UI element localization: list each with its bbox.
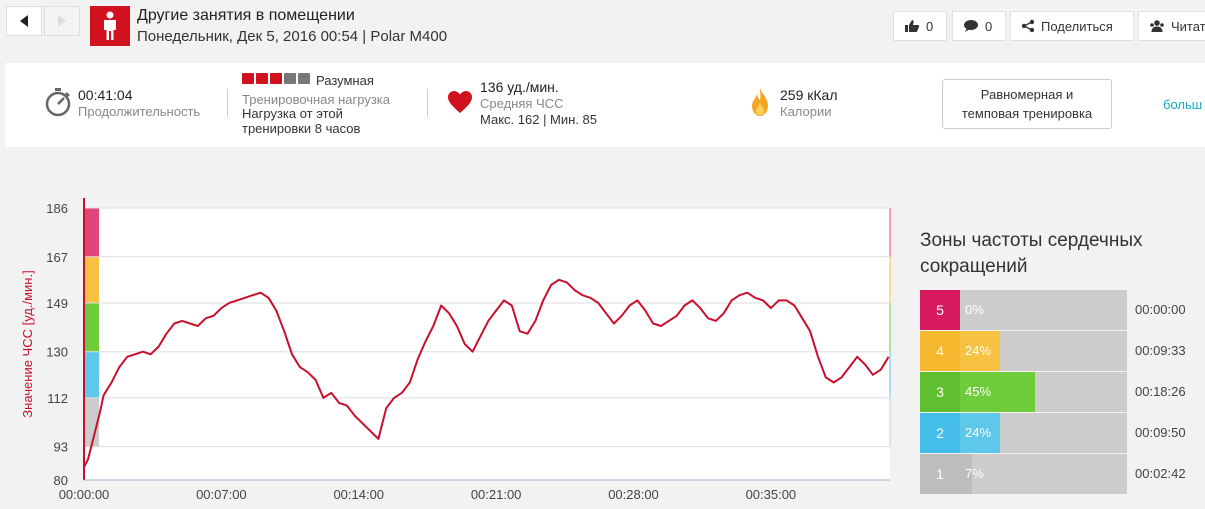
training-load-level: Разумная [316,73,374,88]
load-square [242,73,254,84]
share-button[interactable]: Поделиться [1010,11,1134,41]
heart-icon [448,91,472,113]
zone-percent: 24% [965,425,992,440]
load-square [298,73,310,84]
load-square [270,73,282,84]
y-tick-label: 186 [46,201,68,216]
zone-percent: 0% [965,302,984,317]
zone-time: 00:18:26 [1135,384,1186,399]
back-arrow-icon [20,15,28,27]
duration-value: 00:41:04 [78,87,133,103]
share-icon [1021,19,1035,33]
y-axis-label: Значение ЧСС [уд./мин.] [20,270,35,417]
hr-min-max: Макс. 162 | Мин. 85 [480,112,598,127]
duration-label: Продолжительность [78,104,201,119]
zone-band [84,256,99,303]
follow-label: Читат [1171,18,1205,34]
comment-button[interactable]: 0 [952,11,1006,41]
thumbs-up-icon [905,20,920,32]
x-tick-label: 00:00:00 [59,487,110,502]
zone-row-4: 4 24% 00:09:33 [920,331,1200,371]
forward-button[interactable] [44,6,80,36]
x-tick-label: 00:21:00 [471,487,522,502]
like-count: 0 [926,18,934,34]
avg-hr-value: 136 уд./мин. [480,79,559,95]
flame-icon [752,88,768,116]
heart-rate-chart-area: 186 167 149 130 112 93 80 00:00:00 00:07:00 00:14… [0,160,1205,509]
calories-label: Калории [780,104,832,119]
x-tick-label: 00:28:00 [608,487,659,502]
plot-background [84,208,890,480]
y-tick-label: 112 [47,391,68,406]
load-square [284,73,296,84]
zone-row-5: 5 0% 00:00:00 [920,290,1200,330]
x-tick-label: 00:35:00 [746,487,797,502]
comment-icon [964,20,978,32]
training-load-label: Тренировочная нагрузка [242,92,391,107]
calories-value: 259 кКал [780,87,838,103]
follow-button[interactable]: Читат [1138,11,1205,41]
comment-count: 0 [985,18,993,34]
zone-percent: 7% [965,466,984,481]
y-tick-label: 80 [54,473,68,488]
y-tick-label: 93 [54,440,68,455]
zone-row-3: 3 45% 00:18:26 [920,372,1200,412]
page-title: Другие занятия в помещении [137,7,355,24]
zone-bar [960,331,1001,371]
y-tick-label: 149 [46,296,68,311]
zone-bar [960,454,972,494]
zone-row-2: 2 24% 00:09:50 [920,413,1200,453]
load-square [256,73,268,84]
zone-time: 00:09:50 [1135,425,1186,440]
person-icon [104,11,116,40]
zone-row-1: 1 7% 00:02:42 [920,454,1200,494]
workout-type-button[interactable]: Равномерная и темповая тренировка [942,79,1112,129]
zone-number: 4 [920,331,960,371]
training-load-note-2: тренировки 8 часов [242,121,361,136]
zones-title: Зоны частоты сердечных сокращений [920,230,1143,277]
zone-percent: 24% [965,343,992,358]
zone-time: 00:02:42 [1135,466,1186,481]
training-load-indicator [242,73,310,84]
zone-time: 00:00:00 [1135,302,1186,317]
x-tick-label: 00:07:00 [196,487,247,502]
zone-band [84,302,99,352]
zone-number: 5 [920,290,960,330]
summary-panel: 00:41:04 Продолжительность Разумная Трен… [5,63,1205,147]
divider [427,89,428,117]
divider [227,89,228,117]
stopwatch-icon [45,88,71,117]
zone-time: 00:09:33 [1135,343,1186,358]
zone-band [84,208,99,257]
zone-number: 2 [920,413,960,453]
top-bar: Другие занятия в помещении Понедельник, … [0,0,1205,60]
sport-icon [90,6,130,46]
forward-arrow-icon [58,15,66,27]
zone-band [84,351,99,398]
zone-bar [960,413,1001,453]
zone-number: 3 [920,372,960,412]
avg-hr-label: Средняя ЧСС [480,96,564,111]
followers-icon [1150,20,1164,32]
zone-number: 1 [920,454,960,494]
share-label: Поделиться [1041,18,1113,34]
x-tick-label: 00:14:00 [333,487,384,502]
like-button[interactable]: 0 [893,11,947,41]
back-button[interactable] [6,6,42,36]
more-link[interactable]: больш [1163,97,1203,112]
y-tick-label: 167 [46,250,68,265]
zone-percent: 45% [965,384,992,399]
training-load-note-1: Нагрузка от этой [242,106,343,121]
page-subtitle: Понедельник, Дек 5, 2016 00:54 | Polar M… [137,28,448,45]
zone-bar [960,372,1036,412]
y-tick-label: 130 [46,345,68,360]
heart-rate-line [83,278,890,468]
